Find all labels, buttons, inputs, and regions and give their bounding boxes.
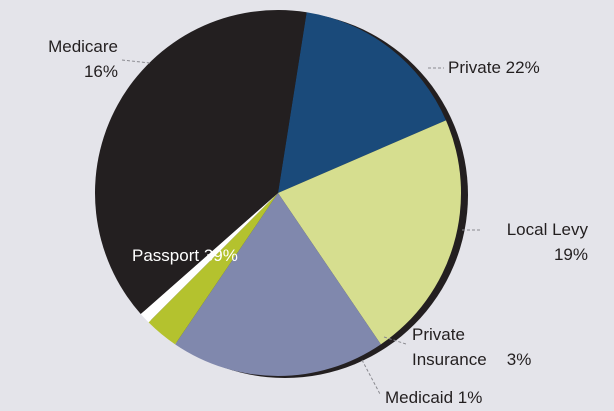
pie-slice [148, 193, 278, 345]
pie-slice [278, 120, 461, 345]
pie-slice [95, 10, 307, 315]
pie-slice [175, 193, 381, 376]
slice-label: Private 22% [448, 55, 608, 80]
slice-name: Medicare [48, 37, 118, 56]
pie-slice [140, 193, 278, 323]
slice-label: Medicare 16% [18, 34, 118, 84]
slice-label: Passport 39% [132, 243, 332, 268]
leader-line [361, 359, 381, 395]
slice-name: Local Levy [506, 220, 588, 239]
slice-name: Private Insurance [412, 325, 487, 369]
slice-name: Passport [132, 246, 200, 265]
leader-line [121, 59, 151, 64]
slice-label: Medicaid 1% [385, 385, 585, 410]
pie-slice [278, 12, 446, 193]
slice-value: 22% [505, 58, 540, 77]
slice-name: Medicaid [385, 388, 454, 407]
slice-value: 1% [457, 388, 483, 407]
slice-label: Private Insurance 3% [412, 322, 562, 372]
slice-value: 3% [506, 350, 532, 369]
slice-name: Private [448, 58, 501, 77]
slice-value: 19% [553, 245, 588, 264]
slice-label: Local Levy 19% [470, 217, 588, 267]
leader-line [383, 336, 407, 345]
slice-value: 16% [83, 62, 118, 81]
slice-value: 39% [203, 246, 238, 265]
